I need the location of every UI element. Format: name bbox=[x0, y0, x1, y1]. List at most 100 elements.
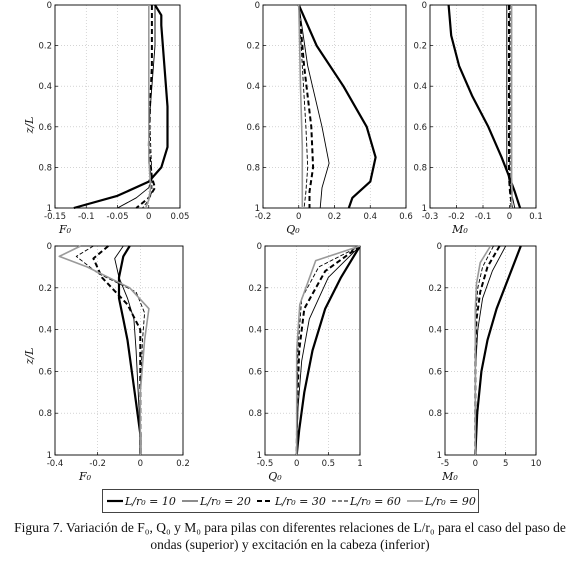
y-tick-label: 0.6 bbox=[248, 367, 262, 377]
y-tick-label: 0.2 bbox=[413, 42, 427, 52]
series-line-3 bbox=[92, 245, 142, 455]
y-tick-label: 0.8 bbox=[38, 409, 52, 419]
y-tick-label: 0.8 bbox=[246, 163, 260, 173]
series-line-5 bbox=[144, 5, 152, 209]
series-line-3 bbox=[135, 5, 156, 209]
series-line-5 bbox=[58, 245, 150, 455]
y-tick-label: 0.4 bbox=[248, 326, 262, 336]
legend-canvas: L/r₀ = 10 L/r₀ = 20 L/r₀ = 30 L/r₀ = 60 L/r₀… bbox=[107, 495, 476, 508]
y-tick-label: 0.2 bbox=[38, 42, 52, 52]
series-line-1 bbox=[474, 245, 522, 456]
y-tick-label: 0.6 bbox=[38, 367, 52, 377]
legend-item-2: L/r₀ = 20 bbox=[182, 495, 251, 508]
legend-label: L/r₀ = 30 bbox=[274, 495, 326, 508]
series-line-5 bbox=[298, 4, 304, 208]
series-line-2 bbox=[506, 5, 516, 209]
x-axis-label: M₀ bbox=[451, 223, 468, 236]
y-tick-label: 0.4 bbox=[38, 82, 52, 92]
y-tick-label: 0.8 bbox=[413, 163, 427, 173]
series-line-3 bbox=[295, 245, 361, 456]
x-axis-label: M₀ bbox=[441, 470, 458, 483]
series-line-3 bbox=[297, 4, 315, 208]
y-tick-label: 0.8 bbox=[428, 409, 442, 419]
series-line-4 bbox=[75, 245, 146, 455]
series-line-4 bbox=[298, 4, 309, 209]
x-tick-label: 10 bbox=[531, 459, 542, 469]
legend-item-1: L/r₀ = 10 bbox=[107, 495, 176, 508]
y-tick-label: 0.6 bbox=[428, 367, 442, 377]
figure-caption: Figura 7. Variación de F₀, Q₀ y M₀ para … bbox=[0, 519, 580, 553]
legend-item-5: L/r₀ = 90 bbox=[407, 495, 476, 508]
figure-canvas: -0.15 -0.1 -0.05 0 0.0500.20.40.60.81F₀z/L-0… bbox=[23, 1, 543, 483]
y-tick-label: 1 bbox=[255, 204, 260, 214]
x-tick-label: -0.15 bbox=[44, 212, 66, 222]
x-axis-label: F₀ bbox=[58, 223, 72, 236]
x-tick-label: 0 bbox=[138, 459, 143, 469]
y-tick-label: 0 bbox=[47, 242, 52, 252]
x-tick-label: 0.5 bbox=[322, 459, 336, 469]
plot-frame bbox=[429, 4, 537, 209]
caption-line-1: Figura 7. Variación de F₀, Q₀ y M₀ para … bbox=[14, 520, 566, 535]
y-axis-label: z/L bbox=[23, 348, 36, 366]
y-tick-label: 0.8 bbox=[38, 163, 52, 173]
y-tick-label: 0.4 bbox=[38, 326, 52, 336]
x-tick-label: -0.5 bbox=[257, 459, 274, 469]
series-line-2 bbox=[474, 245, 507, 455]
y-tick-label: 1 bbox=[437, 451, 442, 461]
legend-item-4: L/r₀ = 60 bbox=[332, 495, 401, 508]
x-axis-label: F₀ bbox=[78, 470, 92, 483]
series-line-2 bbox=[298, 4, 330, 209]
y-tick-label: 1 bbox=[257, 451, 262, 461]
series-line-3 bbox=[474, 245, 501, 455]
series-line-1 bbox=[73, 4, 169, 210]
panel-top-Q0: -0.2 0 0.2 0.4 0.6 0 0.2 0.4 0.6 0.8 1 Q₀ bbox=[246, 1, 412, 236]
x-tick-label: -0.3 bbox=[422, 212, 439, 222]
legend-item-3: L/r₀ = 30 bbox=[257, 495, 326, 508]
series-line-2 bbox=[114, 245, 141, 455]
y-tick-label: 0.8 bbox=[248, 409, 262, 419]
y-tick-label: 0.6 bbox=[38, 123, 52, 133]
y-tick-label: 0.2 bbox=[38, 284, 52, 294]
y-tick-label: 0 bbox=[257, 242, 262, 252]
y-tick-label: 0.4 bbox=[428, 326, 442, 336]
series-line-4 bbox=[509, 5, 512, 208]
x-tick-label: 5 bbox=[503, 459, 508, 469]
x-tick-label: -0.2 bbox=[448, 212, 465, 222]
x-tick-label: 0.6 bbox=[399, 212, 413, 222]
x-tick-label: 0 bbox=[473, 459, 478, 469]
x-tick-label: 0.1 bbox=[529, 212, 543, 222]
y-tick-label: 0 bbox=[437, 242, 442, 252]
series-line-5 bbox=[474, 245, 492, 455]
x-tick-label: 0 bbox=[294, 459, 299, 469]
legend-label: L/r₀ = 10 bbox=[124, 495, 176, 508]
panel-bottom-F0: -0.4 -0.2 0 0.2 0 0.2 0.4 0.6 0.8 1 F₀ z/L bbox=[23, 242, 190, 483]
y-tick-label: 0.6 bbox=[413, 123, 427, 133]
panel-top-M0: -0.3 -0.2 -0.1 0 0.1 0 0.2 0.4 0.6 0.8 1 M₀ bbox=[413, 1, 542, 236]
panel-bottom-Q0: -0.5 0 0.5 1 0 0.2 0.4 0.6 0.8 1 Q₀ bbox=[248, 242, 362, 483]
panel-top-F0: -0.15 -0.1 -0.05 0 0.05 0 0.2 0.4 0.6 0.8 1 F₀ z/L bbox=[23, 1, 189, 236]
plot-frame bbox=[262, 4, 407, 209]
x-tick-label: -5 bbox=[441, 459, 449, 469]
y-tick-label: 1 bbox=[47, 451, 52, 461]
x-tick-label: 0 bbox=[296, 212, 301, 222]
x-tick-label: 0.2 bbox=[328, 212, 342, 222]
x-tick-label: -0.1 bbox=[78, 212, 95, 222]
x-axis-label: Q₀ bbox=[286, 223, 300, 236]
y-axis-label: z/L bbox=[23, 117, 36, 135]
series-line-1 bbox=[117, 245, 142, 455]
y-tick-label: 0 bbox=[47, 1, 52, 11]
legend-label: L/r₀ = 60 bbox=[349, 495, 401, 508]
y-tick-label: 1 bbox=[47, 204, 52, 214]
legend: L/r₀ = 10 L/r₀ = 20 L/r₀ = 30 L/r₀ = 60 L/r₀… bbox=[102, 489, 479, 513]
caption-line-2: ondas (superior) y excitación en la cabe… bbox=[150, 537, 430, 552]
series-line-1 bbox=[447, 4, 522, 209]
plot-frame bbox=[54, 245, 184, 456]
x-tick-label: 0 bbox=[507, 212, 512, 222]
series-line-5 bbox=[295, 245, 361, 455]
x-tick-label: 0 bbox=[146, 212, 151, 222]
y-tick-label: 0.2 bbox=[246, 42, 260, 52]
y-tick-label: 0 bbox=[422, 1, 427, 11]
x-tick-label: -0.1 bbox=[475, 212, 492, 222]
y-tick-label: 0 bbox=[255, 1, 260, 11]
x-tick-label: -0.2 bbox=[89, 459, 106, 469]
